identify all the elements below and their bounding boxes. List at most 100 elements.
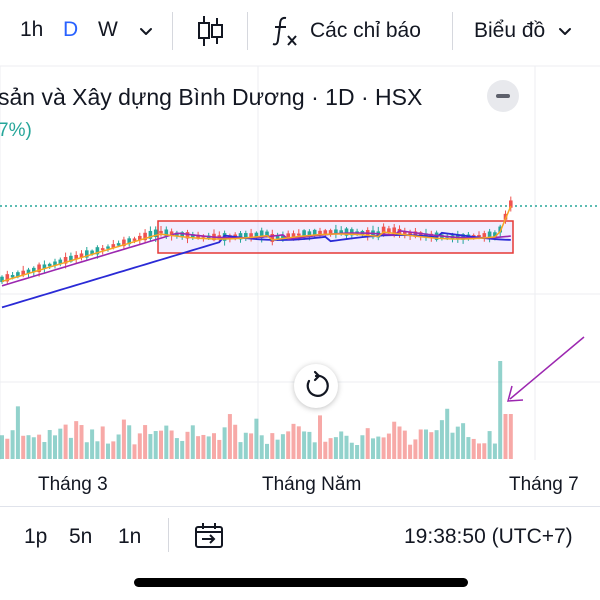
volume-bar	[180, 440, 185, 459]
volume-bar	[5, 438, 10, 459]
volume-bar	[360, 435, 365, 459]
candle	[127, 238, 131, 245]
volume-bar	[63, 424, 68, 459]
volume-bar	[132, 444, 137, 459]
volume-bar	[482, 443, 487, 459]
candle	[138, 235, 142, 241]
candle	[281, 234, 285, 239]
candle	[424, 233, 428, 238]
candle	[10, 274, 15, 278]
candle	[392, 227, 396, 236]
candle	[69, 255, 73, 262]
replay-button[interactable]	[194, 522, 224, 555]
volume-bar	[169, 430, 174, 459]
candle	[270, 233, 275, 242]
candle	[307, 231, 312, 236]
candle	[328, 230, 333, 235]
candle	[53, 261, 57, 266]
candle	[503, 213, 508, 220]
volume-bar	[121, 419, 126, 459]
candle	[487, 231, 492, 240]
candle	[493, 232, 497, 238]
volume-bar	[296, 426, 301, 459]
volume-bar	[318, 415, 322, 459]
top-toolbar: 1h D W Các chỉ báo Biểu đồ	[0, 0, 600, 64]
volume-bar	[106, 443, 110, 459]
volume-bar	[222, 427, 227, 459]
candle	[37, 264, 41, 273]
volume-bar	[461, 423, 466, 459]
range-5n[interactable]: 5n	[69, 525, 93, 548]
price-chart[interactable]	[0, 60, 600, 460]
candle	[413, 231, 418, 237]
candle	[180, 232, 184, 238]
volume-bar	[137, 433, 142, 459]
moving-average-slow	[1, 231, 511, 309]
candle	[100, 248, 105, 251]
candle	[63, 257, 68, 264]
volume-bar	[418, 429, 423, 459]
volume-bar	[143, 425, 148, 459]
volume-bar	[365, 428, 370, 459]
candle	[164, 229, 169, 237]
volume-bar	[371, 438, 375, 459]
bottom-divider	[0, 506, 600, 507]
candle	[249, 233, 253, 238]
timeframe-1h[interactable]: 1h	[20, 18, 44, 41]
candle	[47, 263, 52, 267]
candle	[429, 233, 434, 238]
candle	[0, 276, 4, 283]
volume-bar	[312, 442, 317, 459]
volume-bar	[439, 420, 444, 459]
reset-chart-button[interactable]	[294, 364, 338, 408]
symbol-title[interactable]: sản và Xây dựng Bình Dương · 1D · HSX	[0, 84, 423, 110]
candle	[381, 226, 386, 234]
candle	[408, 231, 412, 236]
volume-bar	[392, 421, 397, 459]
x-axis-label: Tháng 7	[509, 474, 579, 495]
candle	[74, 254, 78, 260]
volume-bar	[275, 439, 280, 459]
range-1p[interactable]: 1p	[24, 525, 48, 548]
volume-bar	[333, 437, 338, 459]
volume-bar	[477, 443, 481, 459]
indicators-button[interactable]: Các chỉ báo	[270, 14, 421, 48]
candle	[318, 230, 322, 235]
volume-bar	[471, 438, 476, 459]
volume-bar	[344, 435, 349, 459]
candle	[132, 238, 137, 241]
toolbar-divider	[172, 12, 173, 50]
timeframe-w[interactable]: W	[98, 18, 118, 41]
volume-bar	[174, 438, 179, 459]
candle	[254, 232, 259, 237]
candle	[42, 264, 47, 269]
volume-bar	[0, 435, 4, 459]
candle	[312, 229, 317, 237]
chart-type-label: Biểu đồ	[474, 19, 546, 42]
volume-bar	[259, 435, 264, 459]
chart-type-button[interactable]: Biểu đồ	[474, 14, 573, 48]
timeframe-d[interactable]: D	[63, 18, 79, 41]
volume-bar	[31, 437, 36, 459]
candle	[159, 230, 163, 234]
volume-bar	[455, 426, 460, 459]
volume-bar	[185, 431, 190, 459]
reset-icon	[306, 370, 329, 397]
volume-bar	[265, 443, 269, 459]
candle	[259, 230, 264, 239]
range-1n[interactable]: 1n	[118, 525, 142, 548]
candle	[79, 253, 84, 258]
timeframe-dropdown-button[interactable]	[138, 14, 154, 48]
volume-bar	[238, 442, 243, 459]
collapse-legend-button[interactable]	[487, 80, 519, 112]
volume-bar	[328, 438, 333, 459]
indicators-label: Các chỉ báo	[310, 19, 421, 42]
candle	[291, 233, 296, 238]
chart-style-button[interactable]	[196, 14, 224, 48]
volume-bar	[100, 426, 105, 459]
clock[interactable]: 19:38:50 (UTC+7)	[404, 525, 573, 548]
candle	[58, 259, 63, 265]
candle	[477, 234, 481, 238]
volume-bar	[249, 433, 254, 459]
candle	[16, 272, 20, 278]
